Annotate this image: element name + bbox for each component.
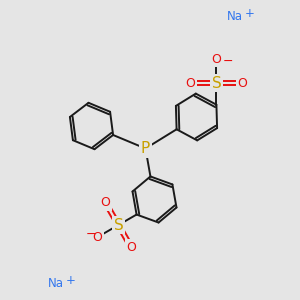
Text: Na: Na [226,10,242,23]
Text: O: O [92,231,102,244]
Text: +: + [244,7,254,20]
Text: O: O [101,196,111,209]
Text: −: − [86,228,96,241]
Text: O: O [126,241,136,254]
Text: +: + [66,274,76,287]
Text: S: S [113,218,123,232]
Text: P: P [141,141,150,156]
Text: O: O [212,53,221,66]
Text: O: O [237,76,247,90]
Text: O: O [186,76,196,90]
Text: S: S [212,76,221,91]
Text: −: − [222,55,233,68]
Text: Na: Na [48,277,64,290]
